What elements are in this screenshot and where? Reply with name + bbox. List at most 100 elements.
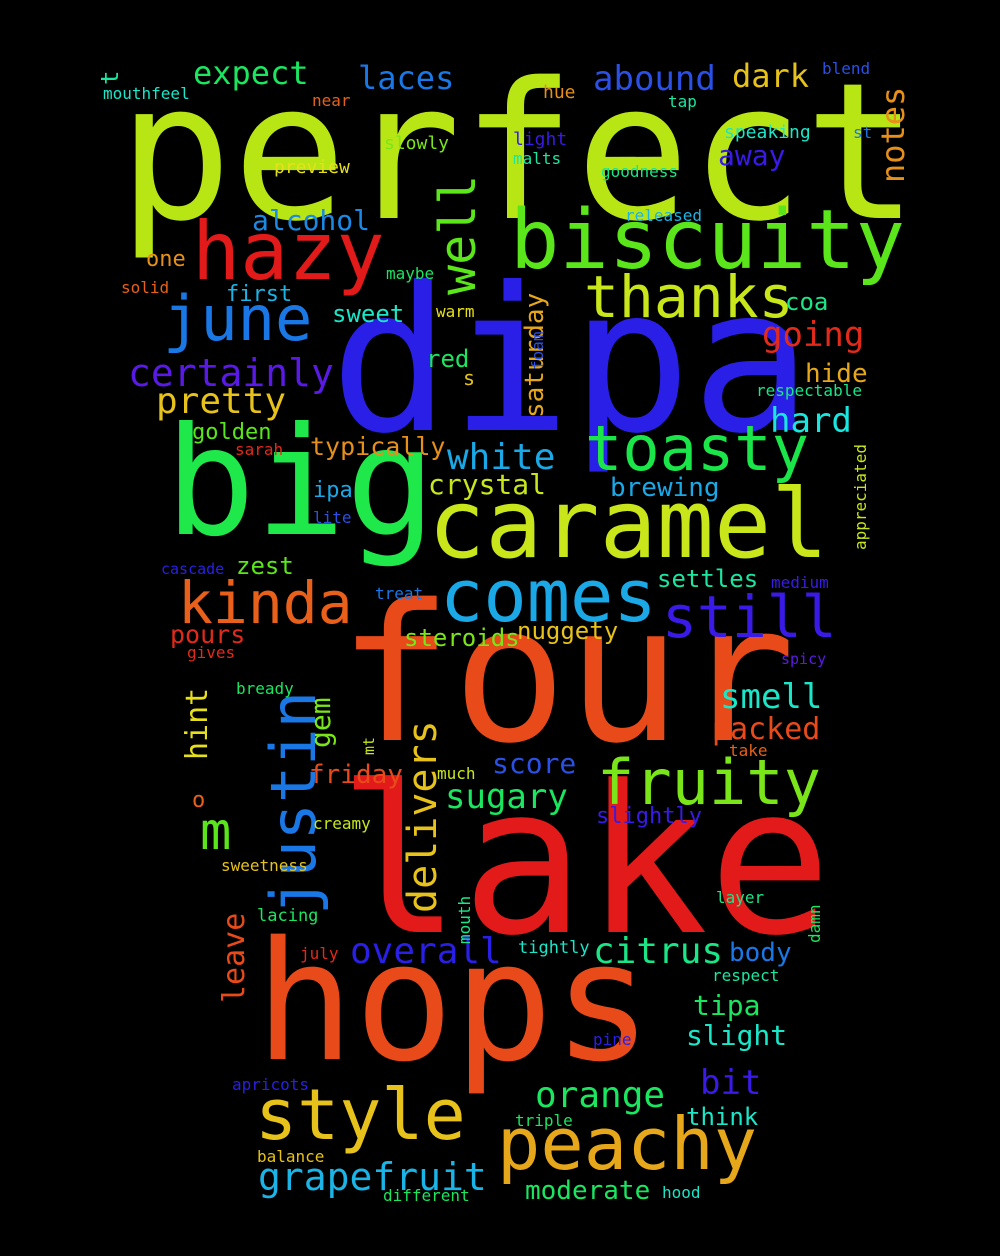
cloud-word-malts: malts [513, 149, 562, 168]
cloud-word-kinda: kinda [178, 569, 353, 637]
cloud-word-certainly: certainly [128, 351, 334, 395]
cloud-word-first: first [226, 282, 293, 307]
cloud-word-bit: bit [700, 1063, 762, 1103]
cloud-word-different: different [383, 1186, 470, 1205]
cloud-word-lacing: lacing [257, 906, 319, 926]
cloud-word-orange: orange [535, 1075, 666, 1116]
cloud-word-maybe: maybe [386, 264, 435, 283]
cloud-word-going: going [762, 315, 865, 355]
cloud-word-respectable: respectable [756, 381, 862, 400]
cloud-word-well: well [429, 174, 487, 295]
cloud-word-sarah: sarah [235, 440, 284, 459]
cloud-word-foam: foam [528, 331, 547, 370]
cloud-word-alcohol: alcohol [252, 204, 371, 237]
cloud-word-balance: balance [257, 1147, 325, 1166]
cloud-word-dipa: dipa [330, 245, 812, 478]
cloud-word-friday: friday [309, 760, 403, 790]
cloud-word-apricots: apricots [232, 1075, 310, 1094]
cloud-word-blend: blend [822, 59, 871, 78]
cloud-word-typically: typically [310, 432, 446, 461]
cloud-word-slowly: slowly [384, 133, 450, 154]
cloud-word-sweetness: sweetness [221, 856, 308, 875]
cloud-word-sugary: sugary [445, 777, 568, 817]
cloud-word-medium: medium [771, 573, 829, 592]
cloud-word-overall: overall [350, 931, 502, 972]
cloud-word-toasty: toasty [585, 412, 809, 485]
cloud-word-o: o [192, 788, 206, 813]
cloud-word-steroids: steroids [404, 624, 520, 652]
cloud-word-away: away [718, 139, 786, 172]
cloud-word-appreciated: appreciated [851, 444, 870, 550]
cloud-word-leave: leave [217, 912, 252, 1003]
cloud-word-hide: hide [805, 359, 868, 389]
cloud-word-body: body [729, 938, 792, 968]
cloud-word-sweet: sweet [332, 300, 405, 328]
cloud-word-m: m [200, 802, 232, 862]
cloud-word-coa: coa [785, 288, 829, 316]
cloud-word-tightly: tightly [518, 938, 590, 958]
cloud-word-warm: warm [436, 302, 475, 321]
cloud-word-released: released [625, 206, 703, 225]
cloud-word-respect: respect [712, 966, 780, 985]
cloud-word-dark: dark [732, 57, 810, 95]
cloud-word-one: one [146, 247, 186, 272]
cloud-word-slightly: slightly [596, 804, 702, 829]
cloud-word-smell: smell [720, 677, 823, 717]
cloud-word-pretty: pretty [156, 381, 287, 422]
cloud-word-june: june [163, 282, 313, 355]
cloud-word-treat: treat [375, 584, 424, 603]
cloud-word-peachy: peachy [497, 1102, 758, 1186]
cloud-word-pine: pine [593, 1030, 632, 1049]
cloud-word-spicy: spicy [781, 650, 827, 668]
cloud-word-packed: packed [712, 712, 821, 747]
cloud-word-citrus: citrus [593, 931, 724, 972]
cloud-word-delivers: delivers [400, 720, 446, 913]
cloud-word-comes: comes [440, 554, 657, 638]
cloud-word-notes: notes [874, 86, 912, 183]
cloud-word-abound: abound [593, 59, 716, 99]
cloud-word-light: light [513, 129, 568, 150]
cloud-word-tap: tap [668, 92, 697, 111]
cloud-word-hood: hood [662, 1183, 701, 1202]
cloud-word-think: think [686, 1103, 759, 1131]
cloud-word-solid: solid [121, 278, 170, 297]
cloud-word-crystal: crystal [428, 468, 547, 501]
cloud-word-triple: triple [515, 1111, 573, 1130]
cloud-word-s: s [463, 366, 476, 390]
cloud-word-take: take [729, 741, 768, 760]
cloud-word-hard: hard [770, 401, 852, 441]
cloud-word-settles: settles [657, 565, 759, 593]
cloud-word-bready: bready [236, 679, 294, 698]
cloud-word-brewing: brewing [610, 473, 720, 503]
cloud-word-expect: expect [193, 54, 309, 92]
cloud-word-perfect: perfect [118, 42, 919, 263]
cloud-word-ipa: ipa [313, 478, 353, 503]
cloud-word-hint: hint [180, 687, 215, 760]
cloud-word-style: style [255, 1074, 466, 1156]
cloud-word-mouthfeel: mouthfeel [103, 84, 190, 103]
cloud-word-hazy: hazy [192, 205, 385, 298]
cloud-word-preview: preview [274, 157, 350, 178]
cloud-word-four: four [338, 564, 796, 785]
cloud-word-caramel: caramel [428, 470, 829, 580]
cloud-word-creamy: creamy [313, 814, 371, 833]
cloud-word-lake: lake [338, 743, 832, 981]
cloud-word-big: big [165, 396, 436, 570]
cloud-word-st: st [853, 123, 873, 142]
cloud-word-grapefruit: grapefruit [258, 1155, 487, 1199]
cloud-word-score: score [492, 747, 577, 780]
cloud-word-biscuity: biscuity [510, 193, 905, 288]
cloud-word-goodness: goodness [601, 162, 679, 181]
cloud-word-golden: golden [192, 420, 272, 445]
cloud-word-red: red [426, 345, 470, 373]
cloud-word-still: still [662, 583, 837, 651]
cloud-word-fruity: fruity [597, 746, 821, 819]
cloud-word-july: july [300, 944, 339, 963]
cloud-word-gives: gives [187, 643, 236, 662]
cloud-word-moderate: moderate [525, 1176, 651, 1206]
cloud-word-hue: hue [543, 82, 576, 103]
cloud-word-tipa: tipa [693, 989, 761, 1022]
cloud-word-layer: layer [716, 888, 765, 907]
cloud-word-much: much [437, 764, 476, 783]
